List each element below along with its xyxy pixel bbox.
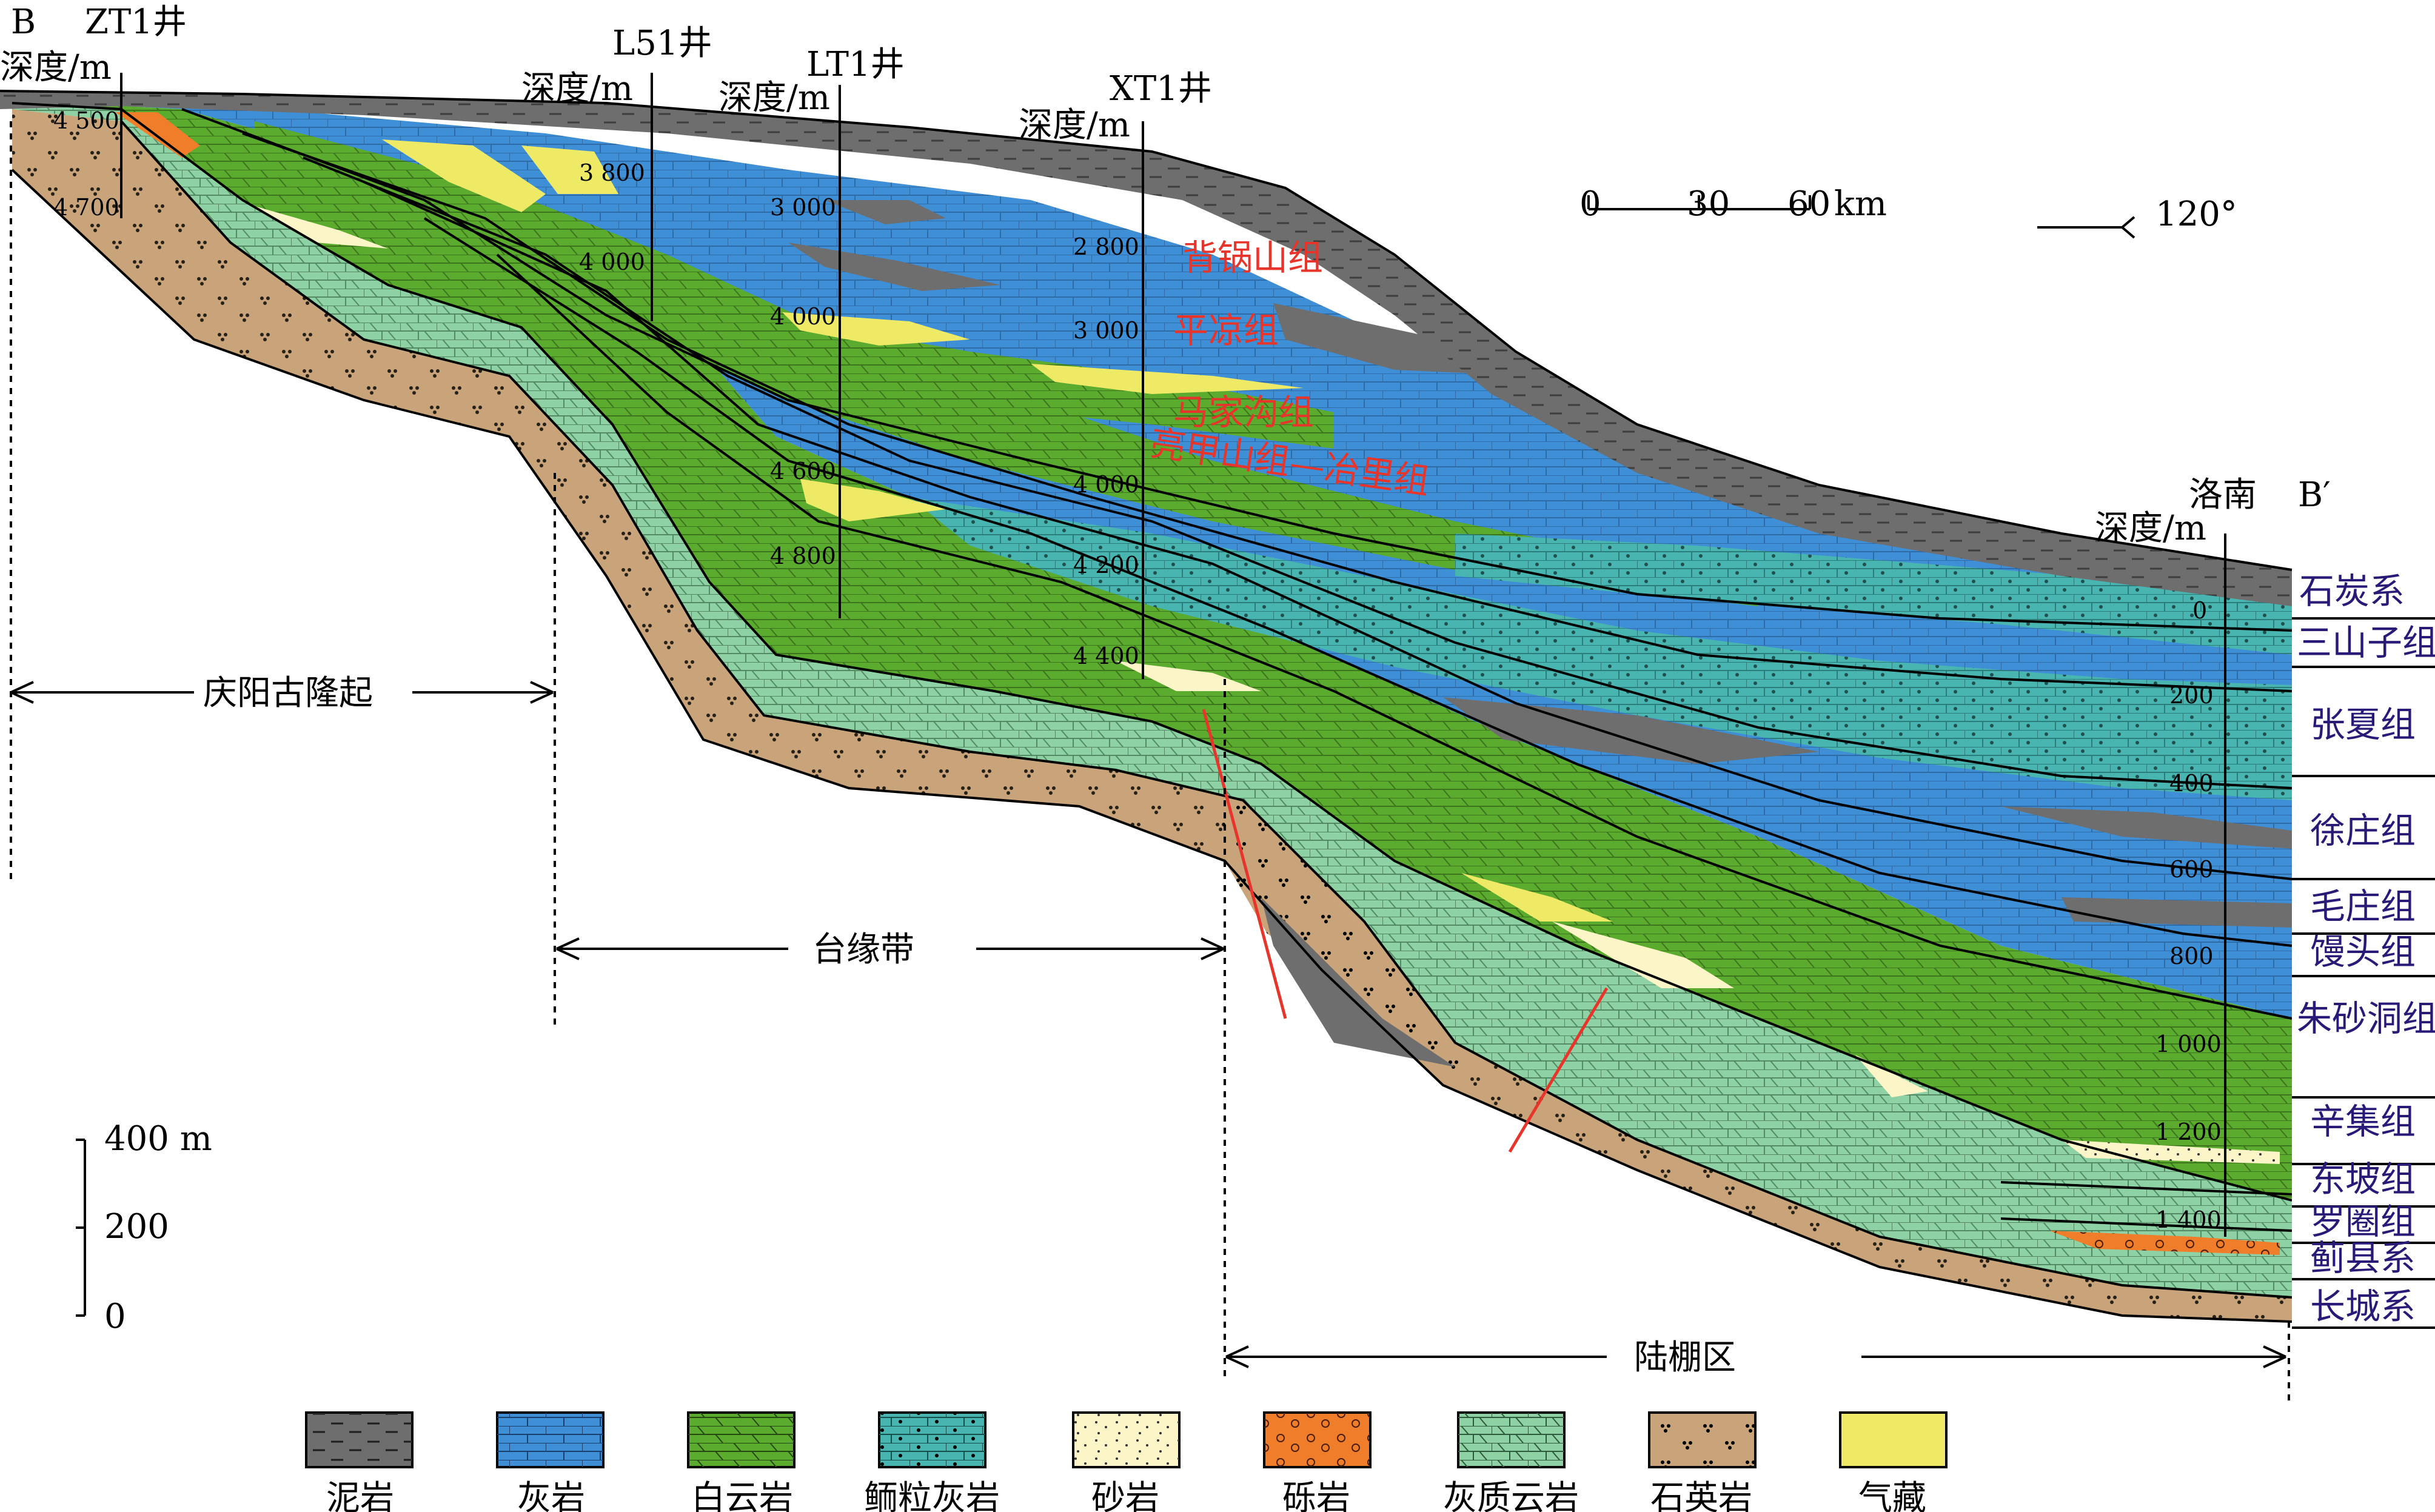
depth-tick: 1 000 — [2155, 1031, 2222, 1057]
column-formation-label: 朱砂洞组 — [2297, 998, 2435, 1039]
svg-text:200: 200 — [104, 1207, 169, 1246]
depth-tick: 3 000 — [1073, 317, 1139, 344]
depth-tick: 800 — [2169, 943, 2214, 969]
legend-label: 泥岩 — [326, 1479, 394, 1512]
depth-tick: 4 000 — [770, 303, 836, 330]
section-end-left: B — [11, 2, 36, 42]
svg-text:30: 30 — [1687, 184, 1730, 224]
depth-tick: 4 000 — [1073, 471, 1139, 498]
svg-text:km: km — [1834, 184, 1887, 224]
depth-tick: 4 500 — [53, 107, 119, 134]
scale-bar: 0 30 60 km — [1579, 184, 1887, 224]
depth-tick: 0 — [2192, 597, 2207, 624]
legend-label: 砂岩 — [1091, 1479, 1159, 1512]
depth-tick: 1 400 — [2155, 1206, 2222, 1233]
well-name: L51井 — [612, 24, 712, 63]
depth-tick: 1 200 — [2155, 1119, 2222, 1145]
strata-body — [0, 90, 2293, 1323]
mudstone-lower-wedge — [1261, 897, 1455, 1067]
legend: 泥岩 灰岩 白云岩 鲕粒灰岩 砂岩 砾岩 灰质云岩 石英岩 气藏 — [305, 1411, 1948, 1512]
column-formation-label: 馒头组 — [2310, 931, 2416, 972]
depth-tick: 600 — [2169, 856, 2214, 883]
well-name: LT1井 — [806, 45, 905, 84]
column-formation-label: 罗圈组 — [2310, 1201, 2416, 1242]
depth-tick: 4 200 — [1073, 552, 1139, 578]
svg-text:120°: 120° — [2155, 195, 2237, 234]
well-name: 洛南 — [2189, 475, 2257, 515]
formation-column — [2292, 570, 2435, 1328]
svg-text:0: 0 — [104, 1297, 126, 1336]
column-formation-label: 徐庄组 — [2310, 810, 2416, 851]
well-name: ZT1井 — [85, 2, 187, 42]
depth-tick: 3 800 — [579, 159, 645, 186]
depth-header: 深度/m — [0, 48, 112, 87]
well-name: XT1井 — [1110, 69, 1212, 109]
column-formation-label: 东坡组 — [2310, 1159, 2416, 1200]
legend-label: 砾岩 — [1282, 1479, 1350, 1512]
depth-header: 深度/m — [718, 78, 830, 118]
depth-tick: 4 800 — [770, 543, 836, 569]
column-formation-label: 长城系 — [2310, 1286, 2416, 1327]
orientation-arrow-icon: 120° — [2037, 195, 2237, 239]
legend-label: 灰质云岩 — [1443, 1479, 1579, 1512]
depth-tick: 4 000 — [579, 249, 645, 275]
legend-label: 气藏 — [1858, 1479, 1926, 1512]
legend-label: 白云岩 — [691, 1479, 793, 1512]
depth-header: 深度/m — [1019, 105, 1130, 145]
legend-label: 石英岩 — [1650, 1479, 1752, 1512]
column-formation-label: 辛集组 — [2310, 1101, 2416, 1142]
column-formation-label: 张夏组 — [2310, 704, 2416, 745]
depth-tick: 4 600 — [770, 458, 836, 484]
zone-label: 陆棚区 — [1634, 1338, 1736, 1377]
section-end-right: B′ — [2298, 475, 2331, 515]
column-formation-label: 石炭系 — [2299, 570, 2405, 612]
inline-formation-label: 平凉组 — [1173, 310, 1279, 351]
zone-label: 台缘带 — [812, 930, 914, 969]
column-formation-label: 三山子组 — [2297, 622, 2435, 663]
inline-formation-label: 背锅山组 — [1182, 237, 1323, 278]
fault-lines — [1202, 709, 1609, 1153]
depth-tick: 400 — [2169, 770, 2214, 797]
svg-text:60: 60 — [1787, 184, 1830, 224]
column-formation-label: 蓟县系 — [2310, 1237, 2416, 1279]
depth-tick: 200 — [2169, 682, 2214, 709]
gas-reservoir-swatch — [1839, 1411, 1948, 1468]
svg-text:0: 0 — [1579, 184, 1601, 224]
vertical-scale: 400 m 200 0 — [76, 1119, 212, 1336]
depth-tick: 4 700 — [53, 194, 119, 221]
depth-tick: 2 800 — [1073, 233, 1139, 260]
depth-tick: 4 400 — [1073, 643, 1139, 669]
inline-formation-label: 马家沟组 — [1173, 392, 1314, 433]
depth-tick: 3 000 — [770, 194, 836, 221]
legend-label: 灰岩 — [517, 1479, 585, 1512]
gas-reservoir-body — [382, 139, 546, 212]
zone-label: 庆阳古隆起 — [203, 674, 373, 713]
legend-label: 鲕粒灰岩 — [864, 1479, 1000, 1512]
depth-header: 深度/m — [521, 69, 633, 109]
svg-text:400 m: 400 m — [104, 1119, 212, 1159]
column-formation-label: 毛庄组 — [2310, 886, 2416, 927]
depth-header: 深度/m — [2095, 509, 2206, 548]
